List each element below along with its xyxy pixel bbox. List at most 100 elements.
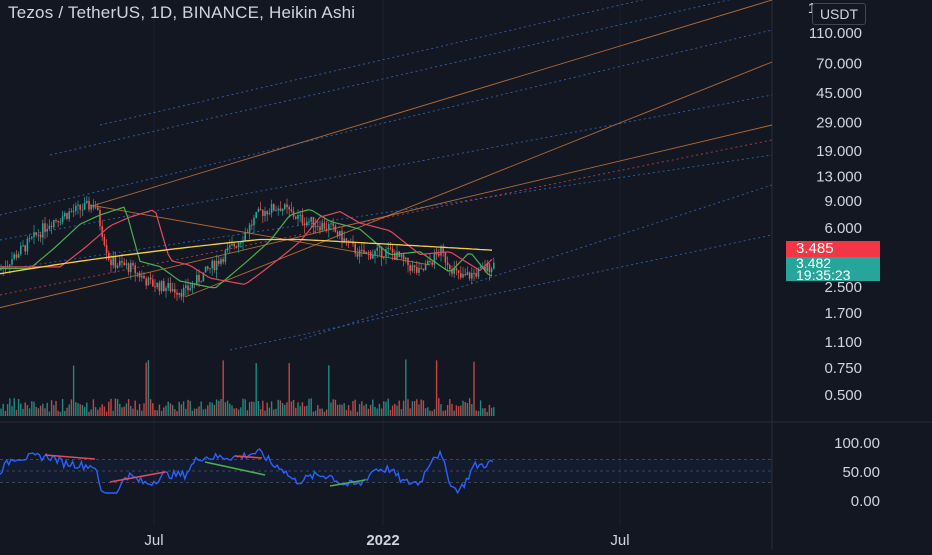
volume-bar: [46, 402, 48, 416]
price-axis[interactable]: 160.000110.00070.00045.00029.00019.00013…: [808, 0, 880, 510]
volume-bar: [424, 408, 427, 416]
candle-body: [44, 223, 46, 232]
volume-bar: [400, 409, 403, 416]
volume-bar: [341, 404, 343, 416]
candle-body: [134, 265, 136, 274]
candle-body: [253, 217, 255, 226]
volume-bar: [383, 401, 385, 416]
volume-bar: [61, 398, 64, 416]
candle-body: [147, 277, 150, 286]
candle-body: [308, 221, 310, 223]
ma-red-line: [0, 209, 493, 285]
candle-body: [237, 242, 240, 248]
candle-body: [17, 254, 20, 258]
volume-bar: [209, 402, 211, 416]
volume-bar: [290, 401, 293, 416]
rsi-divergence-4: [329, 479, 366, 487]
volume-bar: [202, 409, 205, 416]
candle-body: [112, 257, 114, 266]
candle-body: [299, 214, 301, 216]
candle-body: [396, 251, 398, 260]
volume-bar: [418, 404, 420, 416]
candle-body: [220, 259, 222, 264]
candle-body: [433, 253, 436, 265]
candle-body: [72, 211, 75, 213]
candle-body: [418, 267, 420, 273]
volume-bar: [64, 410, 66, 416]
candle-body: [22, 245, 24, 247]
volume-bar: [248, 402, 251, 416]
candle-body: [59, 221, 62, 223]
candle-body: [405, 257, 407, 260]
candle-body: [334, 225, 337, 232]
candle-body: [255, 211, 257, 218]
volume-bar: [405, 359, 407, 416]
volume-bar: [163, 407, 165, 416]
currency-button[interactable]: USDT: [812, 3, 866, 25]
candle-body: [116, 265, 119, 268]
volume-bar: [39, 405, 42, 416]
volume-bar: [482, 408, 484, 416]
volume-bar: [484, 408, 486, 416]
volume-bar: [420, 399, 422, 416]
volume-bar: [451, 403, 453, 416]
volume-bar: [233, 408, 235, 416]
time-tick-2022: 2022: [366, 532, 399, 549]
volume-bar: [123, 406, 125, 416]
volume-bar: [396, 405, 398, 416]
price-tick-29.000: 29.000: [816, 114, 862, 131]
candle-body: [0, 268, 2, 270]
candle-body: [226, 247, 229, 251]
candle-body: [233, 243, 235, 247]
volume-bar: [130, 405, 132, 416]
volume-bar: [145, 362, 147, 416]
candle-body: [178, 292, 180, 295]
volume-bar: [321, 408, 323, 416]
volume-bar: [174, 409, 176, 416]
candle-body: [424, 264, 427, 271]
volume-bar: [226, 400, 229, 416]
volume-bar: [471, 403, 473, 416]
volume-bar: [28, 408, 31, 416]
candle-body: [457, 270, 460, 274]
volume-bar: [13, 398, 15, 416]
candle-body: [420, 267, 422, 269]
volume-bar: [449, 398, 451, 416]
candle-body: [429, 260, 431, 263]
volume-bar: [24, 402, 26, 416]
candle-body: [213, 260, 216, 271]
volume-bar: [255, 363, 257, 416]
candle-body: [400, 254, 403, 257]
volume-bar: [431, 411, 433, 416]
candle-body: [218, 260, 220, 264]
volume-bar: [160, 410, 163, 416]
candle-body: [171, 289, 174, 292]
candle-body: [484, 266, 486, 271]
candle-body: [453, 267, 455, 274]
candle-body: [48, 225, 51, 229]
candle-body: [284, 204, 286, 209]
volume-bar: [378, 403, 381, 416]
volume-bar: [81, 404, 84, 416]
candle-body: [81, 209, 84, 211]
candle-body: [145, 278, 147, 286]
last-price-label: 3.482 19:35:23: [786, 256, 880, 282]
volume-bar: [231, 405, 233, 416]
volume-bar: [224, 402, 227, 416]
candle-body: [215, 260, 218, 271]
volume-bar: [105, 411, 108, 416]
candle-body: [11, 259, 13, 265]
volume-bar: [26, 405, 29, 416]
candle-body: [297, 215, 299, 219]
volume-bar: [284, 404, 286, 416]
volume-bar: [240, 407, 242, 416]
volume-bar: [220, 399, 222, 416]
volume-bar: [134, 400, 136, 416]
time-axis[interactable]: Jul 2022 Jul: [144, 532, 629, 549]
candle-body: [165, 288, 167, 291]
candle-body: [169, 283, 172, 292]
candle-body: [42, 223, 44, 238]
candle-body: [167, 283, 169, 289]
